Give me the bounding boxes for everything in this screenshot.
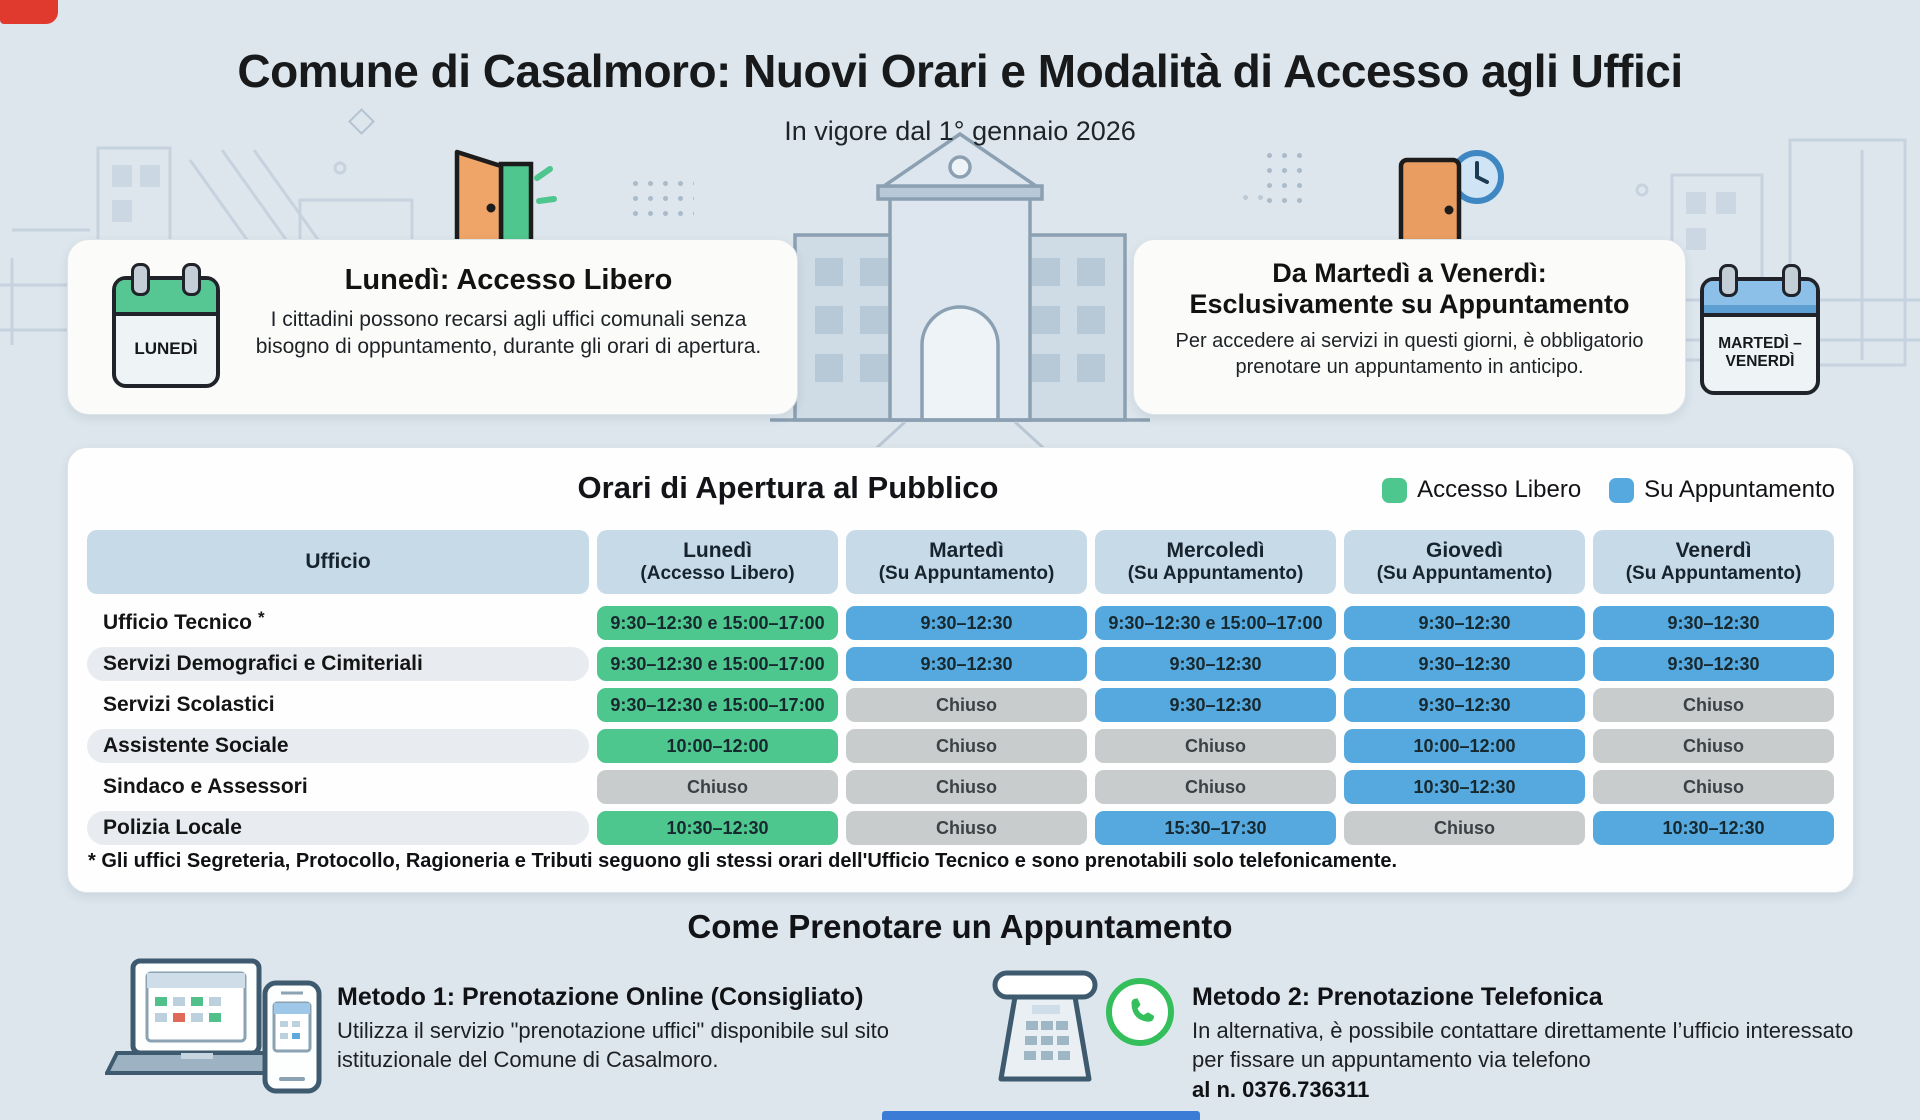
whatsapp-icon	[1106, 978, 1174, 1046]
schedule-body: Ufficio Tecnico * 9:30–12:30 e 15:00–17:00…	[87, 604, 1834, 850]
schedule-cell: Chiuso	[1344, 811, 1585, 845]
schedule-cell: Chiuso	[1593, 688, 1834, 722]
table-row: Servizi Demografici e Cimiteriali 9:30–12…	[87, 645, 1834, 683]
legend-label: Accesso Libero	[1417, 476, 1582, 503]
schedule-cell: 9:30–12:30	[1593, 606, 1834, 640]
calendar-tue-fri-label: MARTEDÌ – VENERDÌ	[1704, 315, 1816, 391]
column-header: Martedì (Su Appuntamento)	[846, 530, 1087, 594]
schedule-cell: 9:30–12:30 e 15:00–17:00	[597, 606, 838, 640]
schedule-footnote: * Gli uffici Segreteria, Protocollo, Rag…	[88, 850, 1398, 872]
schedule-card: Orari di Apertura al Pubblico Accesso Li…	[67, 447, 1854, 893]
calendar-ring	[182, 263, 201, 296]
column-header: Ufficio	[87, 530, 589, 594]
weekdays-card-body: Per accedere ai servizi in questi giorni…	[1175, 329, 1644, 378]
schedule-cell: 9:30–12:30	[846, 647, 1087, 681]
schedule-header-row: Ufficio Lunedì (Accesso Libero) Martedì (Su …	[87, 530, 1834, 594]
bottom-blue-bar	[882, 1111, 1200, 1120]
method1-body: Utilizza il servizio "prenotazione uffic…	[337, 1018, 890, 1072]
legend-label: Su Appuntamento	[1644, 476, 1835, 503]
legend: Accesso Libero Su Appuntamento	[1382, 476, 1835, 504]
schedule-cell: 10:30–12:30	[1344, 770, 1585, 804]
calendar-ring	[1782, 264, 1801, 297]
schedule-cell: Chiuso	[1593, 770, 1834, 804]
method1-title: Metodo 1: Prenotazione Online (Consiglia…	[337, 983, 864, 1011]
weekdays-card-title-line2: Esclusivamente su Appuntamento	[1189, 288, 1630, 319]
schedule-cell: 10:00–12:00	[1344, 729, 1585, 763]
method2-title: Metodo 2: Prenotazione Telefonica	[1192, 983, 1603, 1011]
schedule-cell: 9:30–12:30	[846, 606, 1087, 640]
monday-card-body: I cittadini possono recarsi agli uffici …	[255, 308, 762, 359]
column-header: Giovedì (Su Appuntamento)	[1344, 530, 1585, 594]
schedule-cell: 9:30–12:30	[1593, 647, 1834, 681]
calendar-monday-label: LUNEDÌ	[134, 339, 198, 359]
table-row: Assistente Sociale 10:00–12:00 Chiuso Chius…	[87, 727, 1834, 765]
office-label: Sindaco e Assessori	[103, 775, 308, 798]
method2-body: In alternativa, è possibile contattare d…	[1192, 1018, 1854, 1072]
table-row: Servizi Scolastici 9:30–12:30 e 15:00–17:…	[87, 686, 1834, 724]
schedule-cell: Chiuso	[597, 770, 838, 804]
booking-title: Come Prenotare un Appuntamento	[687, 908, 1233, 945]
legend-item: Su Appuntamento	[1609, 476, 1835, 504]
column-header: Lunedì (Accesso Libero)	[597, 530, 838, 594]
schedule-cell: 9:30–12:30	[1095, 688, 1336, 722]
page-subtitle: In vigore dal 1° gennaio 2026	[784, 116, 1136, 146]
schedule-cell: Chiuso	[846, 729, 1087, 763]
schedule-cell: Chiuso	[846, 688, 1087, 722]
schedule-cell: 10:30–12:30	[597, 811, 838, 845]
telephone-icon	[992, 970, 1098, 1082]
table-row: Ufficio Tecnico * 9:30–12:30 e 15:00–17:00…	[87, 604, 1834, 642]
office-label: Polizia Locale	[87, 811, 589, 845]
schedule-cell: 9:30–12:30	[1344, 647, 1585, 681]
office-label: Servizi Demografici e Cimiteriali	[87, 647, 589, 681]
table-row: Polizia Locale 10:30–12:30 Chiuso 15:30–17:…	[87, 809, 1834, 847]
calendar-ring	[1719, 264, 1738, 297]
office-label: Servizi Scolastici	[103, 693, 275, 716]
method-online: Metodo 1: Prenotazione Online (Consiglia…	[337, 983, 982, 1074]
schedule-cell: 9:30–12:30	[1344, 688, 1585, 722]
column-header: Mercoledì (Su Appuntamento)	[1095, 530, 1336, 594]
schedule-cell: 10:30–12:30	[1593, 811, 1834, 845]
town-hall-illustration	[700, 131, 1225, 488]
table-row: Sindaco e Assessori Chiuso Chiuso Chiuso 10:…	[87, 768, 1834, 806]
method-phone: Metodo 2: Prenotazione Telefonica In alt…	[1192, 983, 1862, 1103]
weekdays-card-title-line1: Da Martedì a Venerdì:	[1272, 258, 1547, 288]
top-left-red-accent	[0, 0, 58, 24]
schedule-cell: 10:00–12:00	[597, 729, 838, 763]
office-label: Ufficio Tecnico *	[103, 608, 265, 634]
method2-phone-number: al n. 0376.736311	[1192, 1077, 1370, 1103]
schedule-cell: Chiuso	[846, 811, 1087, 845]
schedule-cell: Chiuso	[1095, 770, 1336, 804]
calendar-monday-icon: LUNEDÌ	[112, 263, 220, 388]
schedule-cell: Chiuso	[846, 770, 1087, 804]
schedule-cell: Chiuso	[1095, 729, 1336, 763]
schedule-cell: 9:30–12:30 e 15:00–17:00	[597, 647, 838, 681]
laptop-phone-icon	[105, 958, 322, 1094]
schedule-title: Orari di Apertura al Pubblico	[577, 470, 999, 505]
legend-swatch-appt	[1609, 477, 1635, 503]
calendar-ring	[131, 263, 150, 296]
legend-swatch-free	[1382, 477, 1408, 503]
schedule-cell: 9:30–12:30 e 15:00–17:00	[597, 688, 838, 722]
monday-card-title: Lunedì: Accesso Libero	[344, 264, 673, 296]
footnote-asterisk: *	[257, 608, 265, 627]
schedule-cell: 15:30–17:30	[1095, 811, 1336, 845]
calendar-label-line2: VENERDÌ	[1725, 353, 1795, 370]
weekdays-card: Da Martedì a Venerdì: Esclusivamente su …	[1133, 239, 1686, 415]
monday-card: LUNEDÌ Lunedì: Accesso Libero I cittadin…	[67, 239, 798, 415]
legend-item: Accesso Libero	[1382, 476, 1581, 504]
calendar-label-line1: MARTEDÌ –	[1718, 335, 1802, 353]
schedule-cell: Chiuso	[1593, 729, 1834, 763]
column-header: Venerdì (Su Appuntamento)	[1593, 530, 1834, 594]
schedule-cell: 9:30–12:30	[1344, 606, 1585, 640]
schedule-cell: 9:30–12:30 e 15:00–17:00	[1095, 606, 1336, 640]
schedule-cell: 9:30–12:30	[1095, 647, 1336, 681]
dot-grid-decoration	[1238, 190, 1272, 208]
calendar-tue-fri-icon: MARTEDÌ – VENERDÌ	[1700, 264, 1820, 395]
page-title: Comune di Casalmoro: Nuovi Orari e Modal…	[237, 45, 1683, 97]
office-label: Assistente Sociale	[87, 729, 589, 763]
dot-grid-decoration	[628, 176, 694, 224]
